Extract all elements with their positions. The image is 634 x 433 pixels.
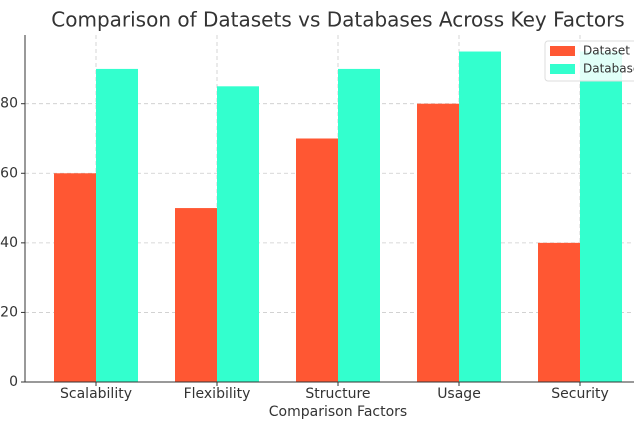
legend-swatch — [550, 64, 575, 74]
chart-title: Comparison of Datasets vs Databases Acro… — [51, 8, 624, 32]
x-tick-label: Usage — [437, 386, 481, 402]
bar — [459, 51, 501, 383]
y-tick-label: 20 — [0, 304, 18, 320]
bar — [338, 68, 380, 382]
x-tick-label: Structure — [305, 386, 370, 402]
y-tick-label: 0 — [9, 374, 18, 390]
legend-label: Database — [583, 62, 634, 76]
legend-label: Dataset — [583, 44, 630, 58]
bar — [417, 103, 459, 383]
bar — [96, 68, 138, 382]
y-tick-label: 80 — [0, 96, 18, 112]
legend-swatch — [550, 46, 575, 56]
y-tick-label: 60 — [0, 165, 18, 181]
y-tick-label: 40 — [0, 235, 18, 251]
x-tick-label: Flexibility — [184, 386, 251, 402]
legend: Dataset Database — [544, 40, 634, 82]
bar — [175, 208, 217, 382]
x-tick-label: Security — [551, 386, 609, 402]
x-tick-label: Scalability — [60, 386, 132, 402]
bar — [54, 173, 96, 382]
x-axis-label: Comparison Factors — [269, 404, 407, 420]
bar — [296, 138, 338, 382]
bar — [217, 86, 259, 382]
bar — [538, 242, 580, 382]
bar — [580, 51, 622, 383]
